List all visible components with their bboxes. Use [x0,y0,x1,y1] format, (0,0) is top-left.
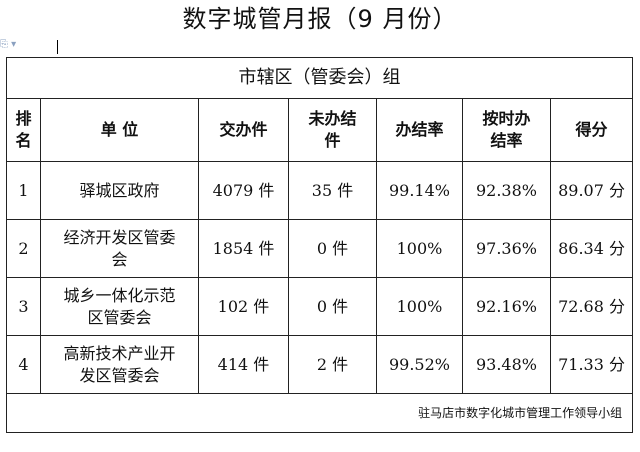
group-row: 市辖区（管委会）组 [5,57,634,99]
header-unit: 单 位 [40,98,199,162]
cell-unfinished: 2 件 [288,335,377,394]
group-title: 市辖区（管委会）组 [5,57,634,99]
cell-completion-rate: 100% [376,277,463,336]
cell-unfinished: 0 件 [288,277,377,336]
text-cursor [57,40,58,54]
header-completion-rate: 办结率 [376,98,463,162]
header-unfinished: 未办结件 [288,98,377,162]
table-row: 3 城乡一体化示范区管委会 102 件 0 件 100% 92.16% 72.6… [6,277,634,336]
issuer-footer: 驻马店市数字化城市管理工作领导小组 [5,393,634,433]
cell-completion-rate: 100% [376,219,463,278]
cell-unit: 高新技术产业开发区管委会 [40,335,199,394]
table-row: 4 高新技术产业开发区管委会 414 件 2 件 99.52% 93.48% 7… [6,335,634,394]
cell-rank: 2 [6,219,41,278]
cell-submitted: 1854 件 [198,219,289,278]
cell-ontime-rate: 92.38% [462,161,551,220]
header-rank: 排名 [6,98,41,162]
cell-rank: 4 [6,335,41,394]
cell-unit: 经济开发区管委会 [40,219,199,278]
cell-ontime-rate: 92.16% [462,277,551,336]
cell-unit: 驿城区政府 [40,161,199,220]
header-ontime-rate: 按时办结率 [462,98,551,162]
cell-score: 89.07 分 [549,161,634,220]
cell-submitted: 414 件 [198,335,289,394]
cell-score: 71.33 分 [549,335,634,394]
header-score: 得分 [549,98,634,162]
cell-ontime-rate: 93.48% [462,335,551,394]
cell-submitted: 102 件 [198,277,289,336]
table-row: 2 经济开发区管委会 1854 件 0 件 100% 97.36% 86.34 … [6,219,634,278]
page-title: 数字城管月报（9 月份） [182,5,458,33]
cell-unfinished: 0 件 [288,219,377,278]
cell-submitted: 4079 件 [198,161,289,220]
cell-rank: 1 [6,161,41,220]
cell-completion-rate: 99.52% [376,335,463,394]
cell-unfinished: 35 件 [288,161,377,220]
cell-completion-rate: 99.14% [376,161,463,220]
header-submitted: 交办件 [198,98,289,162]
table-row: 1 驿城区政府 4079 件 35 件 99.14% 92.38% 89.07 … [6,161,634,220]
footer-row: 驻马店市数字化城市管理工作领导小组 [5,393,634,433]
cell-unit: 城乡一体化示范区管委会 [40,277,199,336]
cell-score: 86.34 分 [549,219,634,278]
cell-score: 72.68 分 [549,277,634,336]
header-row: 排名 单 位 交办件 未办结件 办结率 按时办结率 得分 [6,98,634,162]
paragraph-anchor-icon[interactable]: ⎘ ▾ [0,39,17,50]
cell-ontime-rate: 97.36% [462,219,551,278]
report-table: 市辖区（管委会）组 排名 单 位 交办件 未办结件 办结率 按时办结率 得分 1… [5,57,634,433]
cell-rank: 3 [6,277,41,336]
